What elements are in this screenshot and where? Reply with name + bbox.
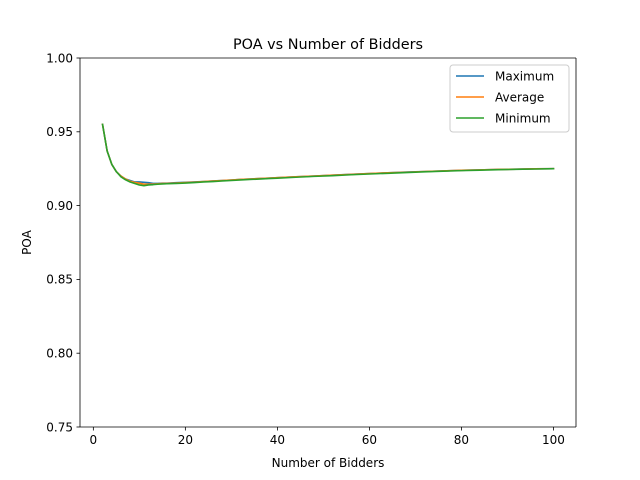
x-tick-label: 100 bbox=[542, 433, 565, 447]
x-tick-label: 0 bbox=[90, 433, 98, 447]
x-tick-label: 80 bbox=[454, 433, 469, 447]
y-tick-label: 1.00 bbox=[46, 51, 73, 65]
y-axis-ticks: 0.75 0.80 0.85 0.90 0.95 1.00 bbox=[46, 51, 80, 434]
axes-frame bbox=[79, 57, 577, 428]
x-axis-label: Number of Bidders bbox=[272, 456, 385, 470]
legend-frame bbox=[449, 64, 570, 133]
x-axis-ticks: 0 20 40 60 80 100 bbox=[90, 427, 565, 447]
legend-label-minimum: Minimum bbox=[495, 111, 551, 125]
y-tick-label: 0.80 bbox=[46, 347, 73, 361]
legend-label-average: Average bbox=[495, 90, 544, 104]
x-tick-label: 20 bbox=[178, 433, 193, 447]
series-layer bbox=[101, 123, 555, 187]
x-tick-label: 40 bbox=[270, 433, 285, 447]
y-tick-label: 0.85 bbox=[46, 273, 73, 287]
y-tick-label: 0.90 bbox=[46, 199, 73, 213]
legend-items: Maximum Average Minimum bbox=[456, 69, 554, 125]
x-tick-label: 60 bbox=[362, 433, 377, 447]
legend: Maximum Average Minimum bbox=[449, 64, 570, 133]
y-tick-label: 0.95 bbox=[46, 125, 73, 139]
y-axis-label: POA bbox=[20, 229, 34, 254]
y-tick-label: 0.75 bbox=[46, 420, 73, 434]
series-line-minimum bbox=[101, 123, 555, 187]
chart-title: POA vs Number of Bidders bbox=[233, 37, 423, 53]
legend-label-maximum: Maximum bbox=[495, 69, 554, 83]
